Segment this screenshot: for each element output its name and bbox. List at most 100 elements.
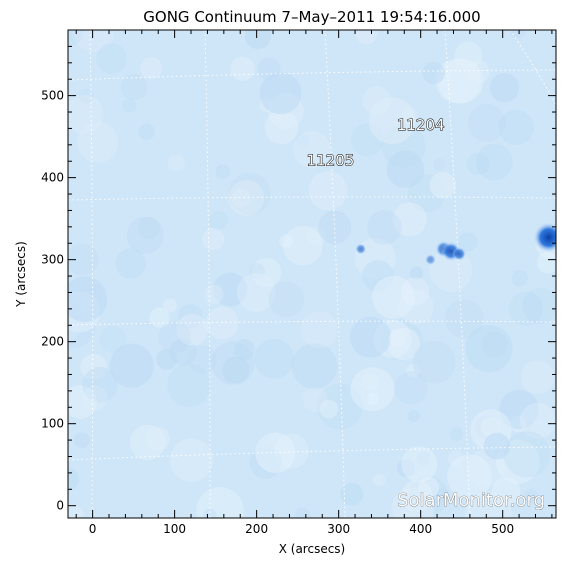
y-tick-label: 500 xyxy=(41,89,64,103)
texture-blob xyxy=(137,216,160,240)
texture-blob xyxy=(178,304,203,329)
y-tick-label: 300 xyxy=(41,253,64,267)
texture-blob xyxy=(145,426,171,451)
y-axis-label: Y (arcsecs) xyxy=(14,241,28,308)
texture-blob xyxy=(295,133,310,148)
texture-blob xyxy=(508,291,544,326)
texture-blob xyxy=(520,360,555,395)
texture-blob xyxy=(96,43,127,74)
y-tick-label: 200 xyxy=(41,335,64,349)
texture-blob xyxy=(435,488,451,503)
texture-blob xyxy=(140,57,163,80)
texture-blob xyxy=(73,432,90,449)
texture-blob xyxy=(196,487,245,518)
texture-blob xyxy=(158,321,191,354)
texture-blob xyxy=(433,158,446,171)
texture-blob xyxy=(167,154,185,172)
sunspot xyxy=(452,246,467,261)
granulation-texture xyxy=(68,30,556,518)
texture-blob xyxy=(372,275,415,319)
x-tick-label: 300 xyxy=(327,522,350,536)
texture-blob xyxy=(499,389,539,430)
texture-blob xyxy=(169,438,214,482)
watermark: SolarMonitor.org xyxy=(397,490,545,511)
texture-blob xyxy=(447,454,492,500)
region-label: 11204 xyxy=(397,116,445,134)
texture-blob xyxy=(99,326,126,353)
texture-blob xyxy=(429,172,457,199)
texture-blob xyxy=(498,109,534,145)
region-labels: 11205 11204 xyxy=(306,116,445,170)
texture-blob xyxy=(68,385,98,419)
x-tick-label: 400 xyxy=(409,522,432,536)
texture-blob xyxy=(248,263,266,280)
texture-blob xyxy=(156,348,178,370)
texture-blob xyxy=(476,143,513,181)
grid-parallel xyxy=(68,320,556,326)
texture-blob xyxy=(392,202,427,237)
texture-blob xyxy=(228,179,265,216)
texture-blob xyxy=(259,72,302,115)
grid-parallel xyxy=(68,196,556,201)
texture-blob xyxy=(78,88,94,104)
texture-blob xyxy=(366,392,380,406)
texture-blob xyxy=(291,343,338,390)
texture-blob xyxy=(215,164,231,179)
texture-blob xyxy=(254,338,295,379)
y-tick-label: 100 xyxy=(41,417,64,431)
texture-blob xyxy=(438,58,484,104)
texture-blob xyxy=(82,385,108,411)
region-label: 11205 xyxy=(307,151,355,169)
texture-blob xyxy=(302,386,328,413)
grid-meridian xyxy=(324,30,346,518)
y-axis: 0 100 200 300 400 500 xyxy=(41,29,556,513)
texture-blob xyxy=(350,367,395,412)
texture-blob xyxy=(268,281,305,318)
texture-blob xyxy=(481,331,508,358)
texture-blob xyxy=(163,298,177,313)
texture-blob xyxy=(295,507,310,518)
sunspots xyxy=(355,222,556,266)
texture-blob xyxy=(68,276,108,322)
x-tick-label: 100 xyxy=(163,522,186,536)
texture-blob xyxy=(80,353,108,381)
texture-blob xyxy=(444,299,484,339)
sunspot xyxy=(424,254,437,266)
texture-blob xyxy=(115,248,146,279)
sunspot xyxy=(355,243,367,255)
texture-blob xyxy=(511,270,528,287)
x-axis: 0 100 200 300 400 500 xyxy=(75,30,553,536)
texture-blob xyxy=(72,30,115,52)
texture-blob xyxy=(367,210,402,245)
texture-blob xyxy=(251,257,282,288)
texture-blob xyxy=(522,287,556,325)
texture-blob xyxy=(480,417,501,437)
texture-blob xyxy=(350,123,384,157)
x-tick-label: 500 xyxy=(491,522,514,536)
texture-blob xyxy=(203,508,217,518)
texture-blob xyxy=(231,188,251,208)
texture-blob xyxy=(126,216,164,255)
texture-blob xyxy=(454,41,483,70)
texture-blob xyxy=(418,476,440,498)
texture-blob xyxy=(388,329,407,347)
texture-blob xyxy=(491,476,521,506)
texture-blob xyxy=(279,234,293,248)
grid-parallel xyxy=(68,69,556,81)
texture-blob xyxy=(68,94,104,134)
sunspot xyxy=(533,222,556,253)
texture-blob xyxy=(536,251,556,274)
texture-blob xyxy=(187,345,217,375)
texture-blob xyxy=(300,311,338,349)
texture-blob xyxy=(82,366,118,403)
texture-blob xyxy=(293,130,331,169)
grid-parallel xyxy=(68,446,556,461)
y-tick-label: 400 xyxy=(41,171,64,185)
texture-blob xyxy=(360,373,379,392)
texture-blob xyxy=(466,152,490,176)
texture-blob xyxy=(449,427,464,442)
texture-blob xyxy=(368,97,416,145)
texture-blob xyxy=(401,446,438,483)
